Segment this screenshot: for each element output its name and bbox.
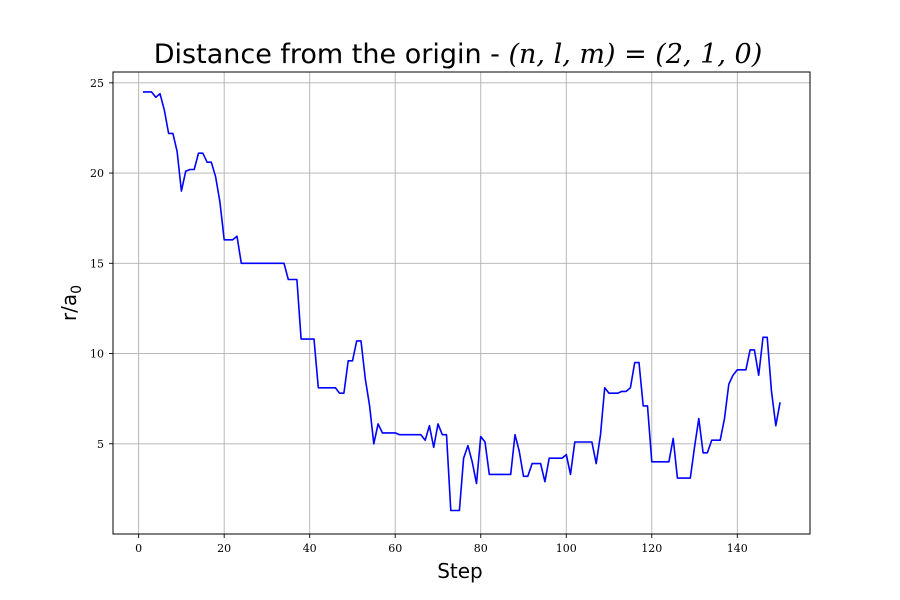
series-layer	[142, 91, 781, 512]
y-tick-label: 20	[90, 167, 104, 180]
chart-title-math: (n, l, m) = (2, 1, 0)	[508, 39, 762, 70]
x-tick-label: 60	[388, 542, 402, 555]
x-tick-label: 20	[217, 542, 231, 555]
y-axis-label-text: r/a	[57, 294, 81, 321]
x-tick-label: 140	[727, 542, 748, 555]
x-tick-label: 100	[556, 542, 577, 555]
x-tick-label: 40	[303, 542, 317, 555]
tick-marks: 0 20 40 60 80 100 120 140 5 10 15 20 25	[90, 77, 748, 555]
x-tick-label: 80	[474, 542, 488, 555]
y-tick-label: 25	[90, 77, 104, 90]
x-axis-label: Step	[437, 559, 483, 583]
chart-title: Distance from the origin - (n, l, m) = (…	[154, 39, 762, 70]
axes	[112, 71, 811, 535]
chart-title-text: Distance from the origin -	[154, 39, 509, 70]
x-tick-label: 0	[135, 542, 142, 555]
y-tick-label: 10	[90, 348, 104, 361]
grid-lines	[113, 72, 810, 534]
plot-frame	[112, 71, 811, 535]
x-tick-label: 120	[641, 542, 662, 555]
y-tick-label: 5	[97, 438, 104, 451]
y-axis-label-subscript: 0	[69, 285, 85, 294]
y-axis-label: r/a0	[57, 285, 85, 321]
y-tick-label: 15	[90, 257, 104, 270]
series-line-0	[142, 91, 781, 512]
